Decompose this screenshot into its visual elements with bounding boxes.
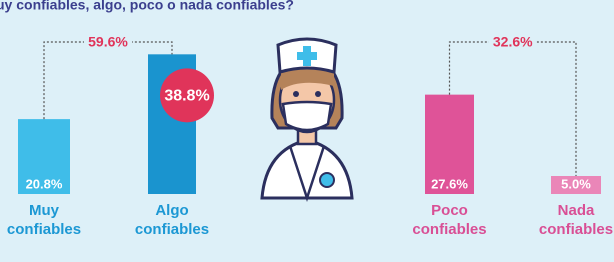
value-label: 20.8%: [26, 176, 63, 191]
value-label: 5.0%: [561, 176, 591, 191]
category-label: Muy confiables: [0, 201, 94, 239]
annotation: 59.6%: [88, 34, 128, 50]
category-label: Poco confiables: [400, 201, 500, 239]
category-label: Algo confiables: [122, 201, 222, 239]
nurse-illustration: [262, 39, 352, 198]
infographic: uy confiables, algo, poco o nada confiab…: [0, 0, 614, 262]
value-label: 38.8%: [164, 88, 209, 105]
value-label: 27.6%: [431, 176, 468, 191]
category-label: Nada confiables: [526, 201, 614, 239]
chart-title: uy confiables, algo, poco o nada confiab…: [0, 0, 294, 13]
annotation: 32.6%: [493, 34, 533, 50]
